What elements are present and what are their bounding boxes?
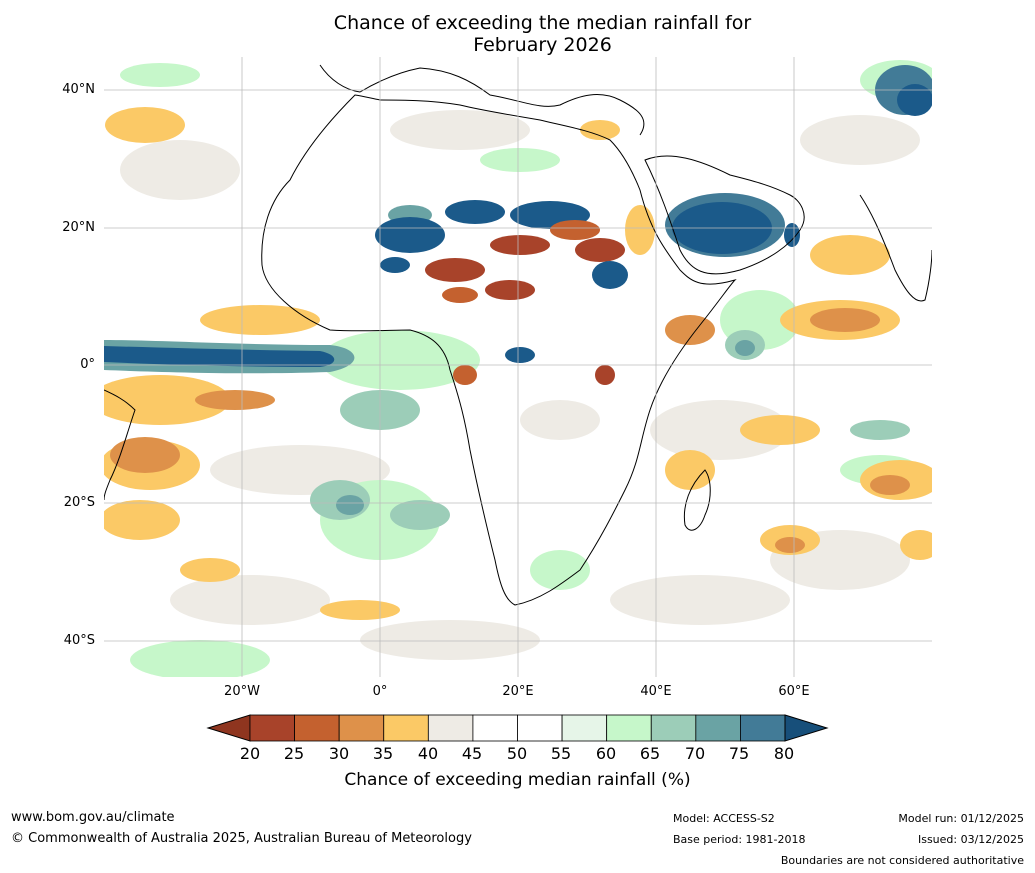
colorbar-tick: 20 (239, 744, 261, 763)
footer-issued: Issued: 03/12/2025 (917, 833, 1024, 846)
colorbar-cell (650, 714, 697, 742)
colorbar-label: Chance of exceeding median rainfall (%) (344, 770, 691, 790)
colorbar-over-arrow (784, 714, 829, 742)
colorbar-cell (338, 714, 385, 742)
colorbar-cell (606, 714, 652, 742)
colorbar-tick: 45 (461, 744, 483, 763)
south-america-coastline (104, 389, 136, 501)
lon-label-60e: 60°E (778, 684, 810, 699)
colorbar-tick: 80 (773, 744, 795, 763)
arabia-coastline (644, 155, 805, 275)
colorbar-cell (695, 714, 741, 742)
sahel-mix (375, 200, 628, 385)
footer-model-run: Model run: 01/12/2025 (898, 812, 1024, 825)
colorbar-cell (383, 714, 429, 742)
colorbar-tick: 30 (328, 744, 350, 763)
lon-label-20e: 20°E (502, 684, 534, 699)
colorbar (206, 714, 829, 742)
colorbar-under-arrow (206, 714, 251, 742)
chart-title-line2: February 2026 (473, 34, 612, 56)
colorbar-tick: 70 (684, 744, 706, 763)
colorbar-cell (427, 714, 474, 742)
colorbar-tick: 50 (506, 744, 528, 763)
colorbar-cell (249, 714, 295, 742)
footer-url[interactable]: www.bom.gov.au/climate (11, 810, 175, 825)
footer-copyright: © Commonwealth of Australia 2025, Austra… (11, 831, 472, 846)
lat-label-20n: 20°N (62, 220, 95, 235)
colorbar-tick: 60 (595, 744, 617, 763)
map-gridlines (104, 57, 932, 677)
colorbar-cell (561, 714, 608, 742)
colorbar-tick: 65 (639, 744, 661, 763)
india-coastline (859, 194, 932, 302)
lon-label-0: 0° (372, 684, 388, 699)
lon-label-20w: 20°W (224, 684, 260, 699)
footer-base-period: Base period: 1981-2018 (673, 833, 806, 846)
europe-coastline (319, 64, 645, 136)
colorbar-tick: 35 (372, 744, 394, 763)
lat-label-40n: 40°N (62, 82, 95, 97)
colorbar-cell (740, 714, 786, 742)
colorbar-cell (472, 714, 518, 742)
colorbar-tick: 25 (283, 744, 305, 763)
lat-label-40s: 40°S (63, 633, 95, 648)
lat-label-0: 0° (80, 357, 95, 372)
lat-label-20s: 20°S (63, 495, 95, 510)
footer-model: Model: ACCESS-S2 (673, 812, 775, 825)
madagascar-coastline (683, 469, 711, 531)
colorbar-tick: 55 (550, 744, 572, 763)
africa-coastline (261, 94, 737, 606)
colorbar-tick: 75 (728, 744, 750, 763)
footer-disclaimer: Boundaries are not considered authoritat… (780, 854, 1024, 867)
colorbar-tick: 40 (417, 744, 439, 763)
equatorial-atlantic-wet-band (104, 340, 355, 374)
colorbar-cell (517, 714, 563, 742)
chart-title-line1: Chance of exceeding the median rainfall … (333, 12, 752, 34)
lon-label-40e: 40°E (640, 684, 672, 699)
colorbar-cell (294, 714, 340, 742)
